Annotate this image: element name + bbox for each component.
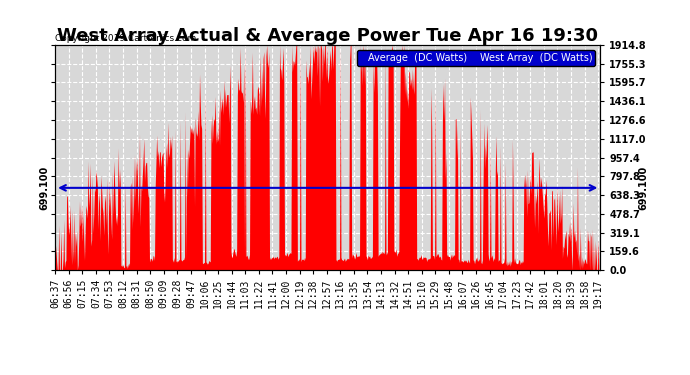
Legend: Average  (DC Watts), West Array  (DC Watts): Average (DC Watts), West Array (DC Watts…	[357, 50, 595, 66]
Text: 699.100: 699.100	[40, 166, 50, 210]
Title: West Array Actual & Average Power Tue Apr 16 19:30: West Array Actual & Average Power Tue Ap…	[57, 27, 598, 45]
Text: Copyright 2019 Cartronics.com: Copyright 2019 Cartronics.com	[55, 34, 197, 43]
Text: 699.100: 699.100	[638, 166, 649, 210]
